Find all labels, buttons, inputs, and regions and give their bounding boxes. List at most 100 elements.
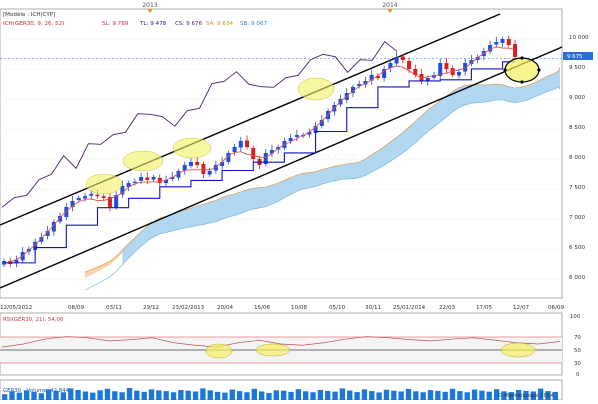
target-marker — [537, 68, 541, 72]
year-label-2014: 2014 — [382, 2, 397, 9]
date-axis: 12/05/2012 08/09 03/11 29/12 23/02/2013 … — [0, 305, 565, 311]
sb-label: SB: 9 067 — [240, 21, 268, 27]
candle-body — [394, 57, 399, 64]
candle-body — [188, 162, 193, 166]
candle-body — [14, 259, 19, 264]
candle-body — [431, 75, 436, 78]
candle-body — [456, 72, 461, 76]
candle-body — [350, 87, 355, 93]
date-tick: 10/08 — [291, 305, 308, 311]
candle-body — [450, 68, 455, 75]
candle-body — [251, 147, 256, 159]
candle-body — [400, 56, 405, 60]
target-circle — [504, 57, 540, 83]
price-tick: 8 500 — [569, 125, 585, 131]
price-panel — [0, 8, 563, 299]
volume-bar — [449, 388, 456, 400]
highlight-ellipse — [85, 173, 123, 195]
candle-body — [195, 162, 200, 165]
rsi-highlight-ellipse — [500, 342, 536, 358]
candle-body — [89, 193, 94, 196]
candle-body — [151, 177, 156, 180]
volume-bar — [427, 390, 434, 400]
candle-body — [269, 150, 274, 154]
candle-body — [307, 132, 312, 135]
volume-bar — [207, 390, 213, 400]
volume-bar — [295, 389, 302, 400]
year-label-2013: 2013 — [142, 2, 157, 9]
volume-bar — [60, 392, 67, 400]
volume-bar — [97, 390, 103, 400]
volume-bar — [508, 392, 514, 400]
cs-label: CS: 9 676 — [175, 21, 203, 27]
volume-bar — [303, 391, 309, 400]
rsi-tick: 70 — [574, 335, 581, 341]
volume-bar — [288, 391, 294, 400]
volume-bar — [332, 391, 338, 400]
rsi-tick: 100 — [570, 314, 581, 320]
volume-bar — [486, 391, 492, 400]
volume-bar — [281, 390, 287, 400]
tenkan-line — [3, 46, 516, 265]
volume-bar — [383, 389, 390, 400]
candle-body — [363, 81, 368, 85]
highlight-ellipse — [297, 77, 335, 101]
candle-body — [238, 141, 243, 148]
candle-body — [263, 153, 268, 165]
candle-body — [33, 241, 38, 250]
candle-body — [488, 45, 493, 52]
volume-bar — [163, 391, 169, 400]
volume-bar — [266, 393, 272, 400]
candle-body — [226, 153, 231, 162]
volume-bar — [170, 392, 177, 400]
candle-body — [182, 165, 187, 171]
candle-body — [425, 78, 430, 82]
volume-bar — [222, 392, 228, 400]
volume-bar — [405, 388, 412, 400]
volume-bar — [552, 391, 558, 400]
candle-body — [83, 196, 88, 199]
candle-body — [469, 60, 474, 64]
volume-bar — [104, 388, 111, 400]
year-marker-2013 — [147, 9, 153, 13]
volume-bar — [354, 392, 360, 400]
candle-body — [444, 63, 449, 69]
volume-bar — [493, 389, 500, 400]
volume-bar — [376, 392, 382, 400]
candle-body — [76, 198, 81, 201]
candle-body — [45, 231, 50, 237]
volume-bar — [185, 390, 191, 400]
candle-body — [388, 63, 393, 69]
highlight-ellipse — [122, 150, 164, 172]
volume-bar — [420, 392, 426, 400]
date-tick: 06/09 — [548, 305, 565, 311]
volume-bar — [192, 391, 199, 400]
price-tick: 7 500 — [569, 185, 585, 191]
volume-bar — [361, 389, 368, 400]
candle-body — [64, 207, 69, 217]
sl-label: SL: 9 789 — [102, 21, 129, 27]
volume-bar — [457, 391, 463, 400]
date-tick: 25/01/2014 — [393, 305, 426, 311]
volume-bar — [53, 390, 59, 400]
volume-bar — [236, 391, 243, 400]
candle-body — [51, 222, 56, 232]
candle-body — [126, 183, 131, 187]
tl-label: TL: 9 478 — [139, 21, 167, 27]
date-tick: 29/12 — [143, 305, 159, 311]
candle-body — [475, 57, 480, 60]
volume-bar — [369, 391, 375, 400]
date-tick: 30/11 — [365, 305, 382, 311]
date-tick: 05/10 — [329, 305, 346, 311]
volume-bar — [178, 389, 184, 400]
candle-body — [357, 84, 362, 87]
candle-body — [294, 135, 299, 138]
candle-body — [407, 60, 412, 69]
volume-bar — [214, 391, 221, 400]
date-tick: 15/06 — [254, 305, 271, 311]
date-tick: 12/05/2012 — [0, 305, 32, 311]
volume-bar — [2, 394, 8, 400]
rsi-line — [1, 336, 561, 348]
volume-bar — [156, 390, 162, 400]
volume-bar — [347, 390, 353, 400]
